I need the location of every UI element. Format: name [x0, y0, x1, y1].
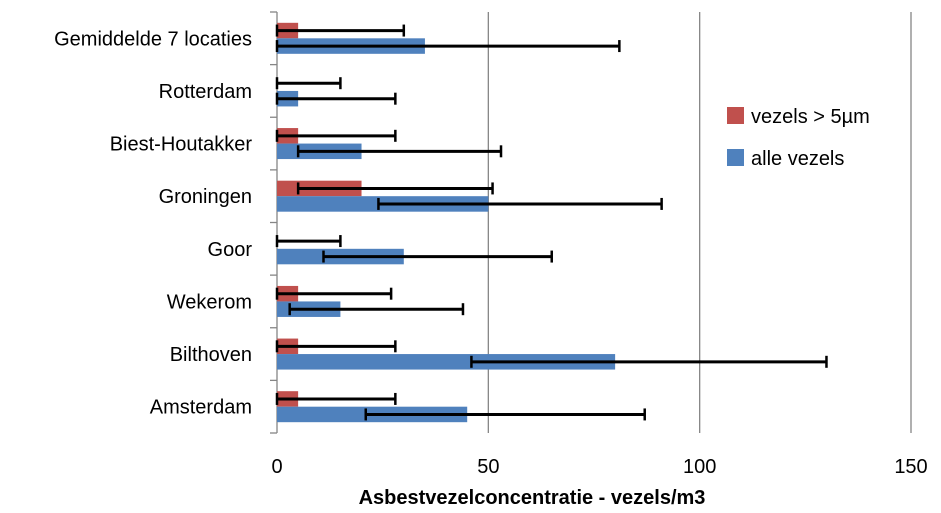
bar-alle-vezels [277, 354, 616, 370]
legend-label: vezels > 5µm [751, 106, 870, 128]
x-tick-label: 50 [477, 456, 499, 478]
x-tick-label: 100 [683, 456, 716, 478]
labels: 0 50 100 150 Gemiddelde 7 locaties Rotterdam B… [54, 28, 928, 478]
legend: vezels > 5µm alle vezels [727, 106, 870, 170]
legend-swatch [727, 149, 744, 166]
category-label: Groningen [159, 186, 252, 208]
category-label: Goor [208, 239, 253, 261]
category-label: Wekerom [167, 291, 252, 313]
gridlines [487, 12, 912, 433]
category-label: Amsterdam [150, 397, 252, 419]
category-label: Biest-Houtakker [110, 134, 253, 156]
axes [270, 11, 278, 434]
x-axis-title: Asbestvezelconcentratie - vezels/m3 [359, 487, 706, 509]
category-label: Rotterdam [159, 81, 252, 103]
legend-swatch [727, 107, 744, 124]
legend-label: alle vezels [751, 148, 844, 170]
category-label: Gemiddelde 7 locaties [54, 28, 252, 50]
error-bars [275, 24, 828, 421]
category-label: Bilthoven [170, 344, 252, 366]
x-tick-label: 150 [894, 456, 927, 478]
x-tick-label: 0 [271, 456, 282, 478]
